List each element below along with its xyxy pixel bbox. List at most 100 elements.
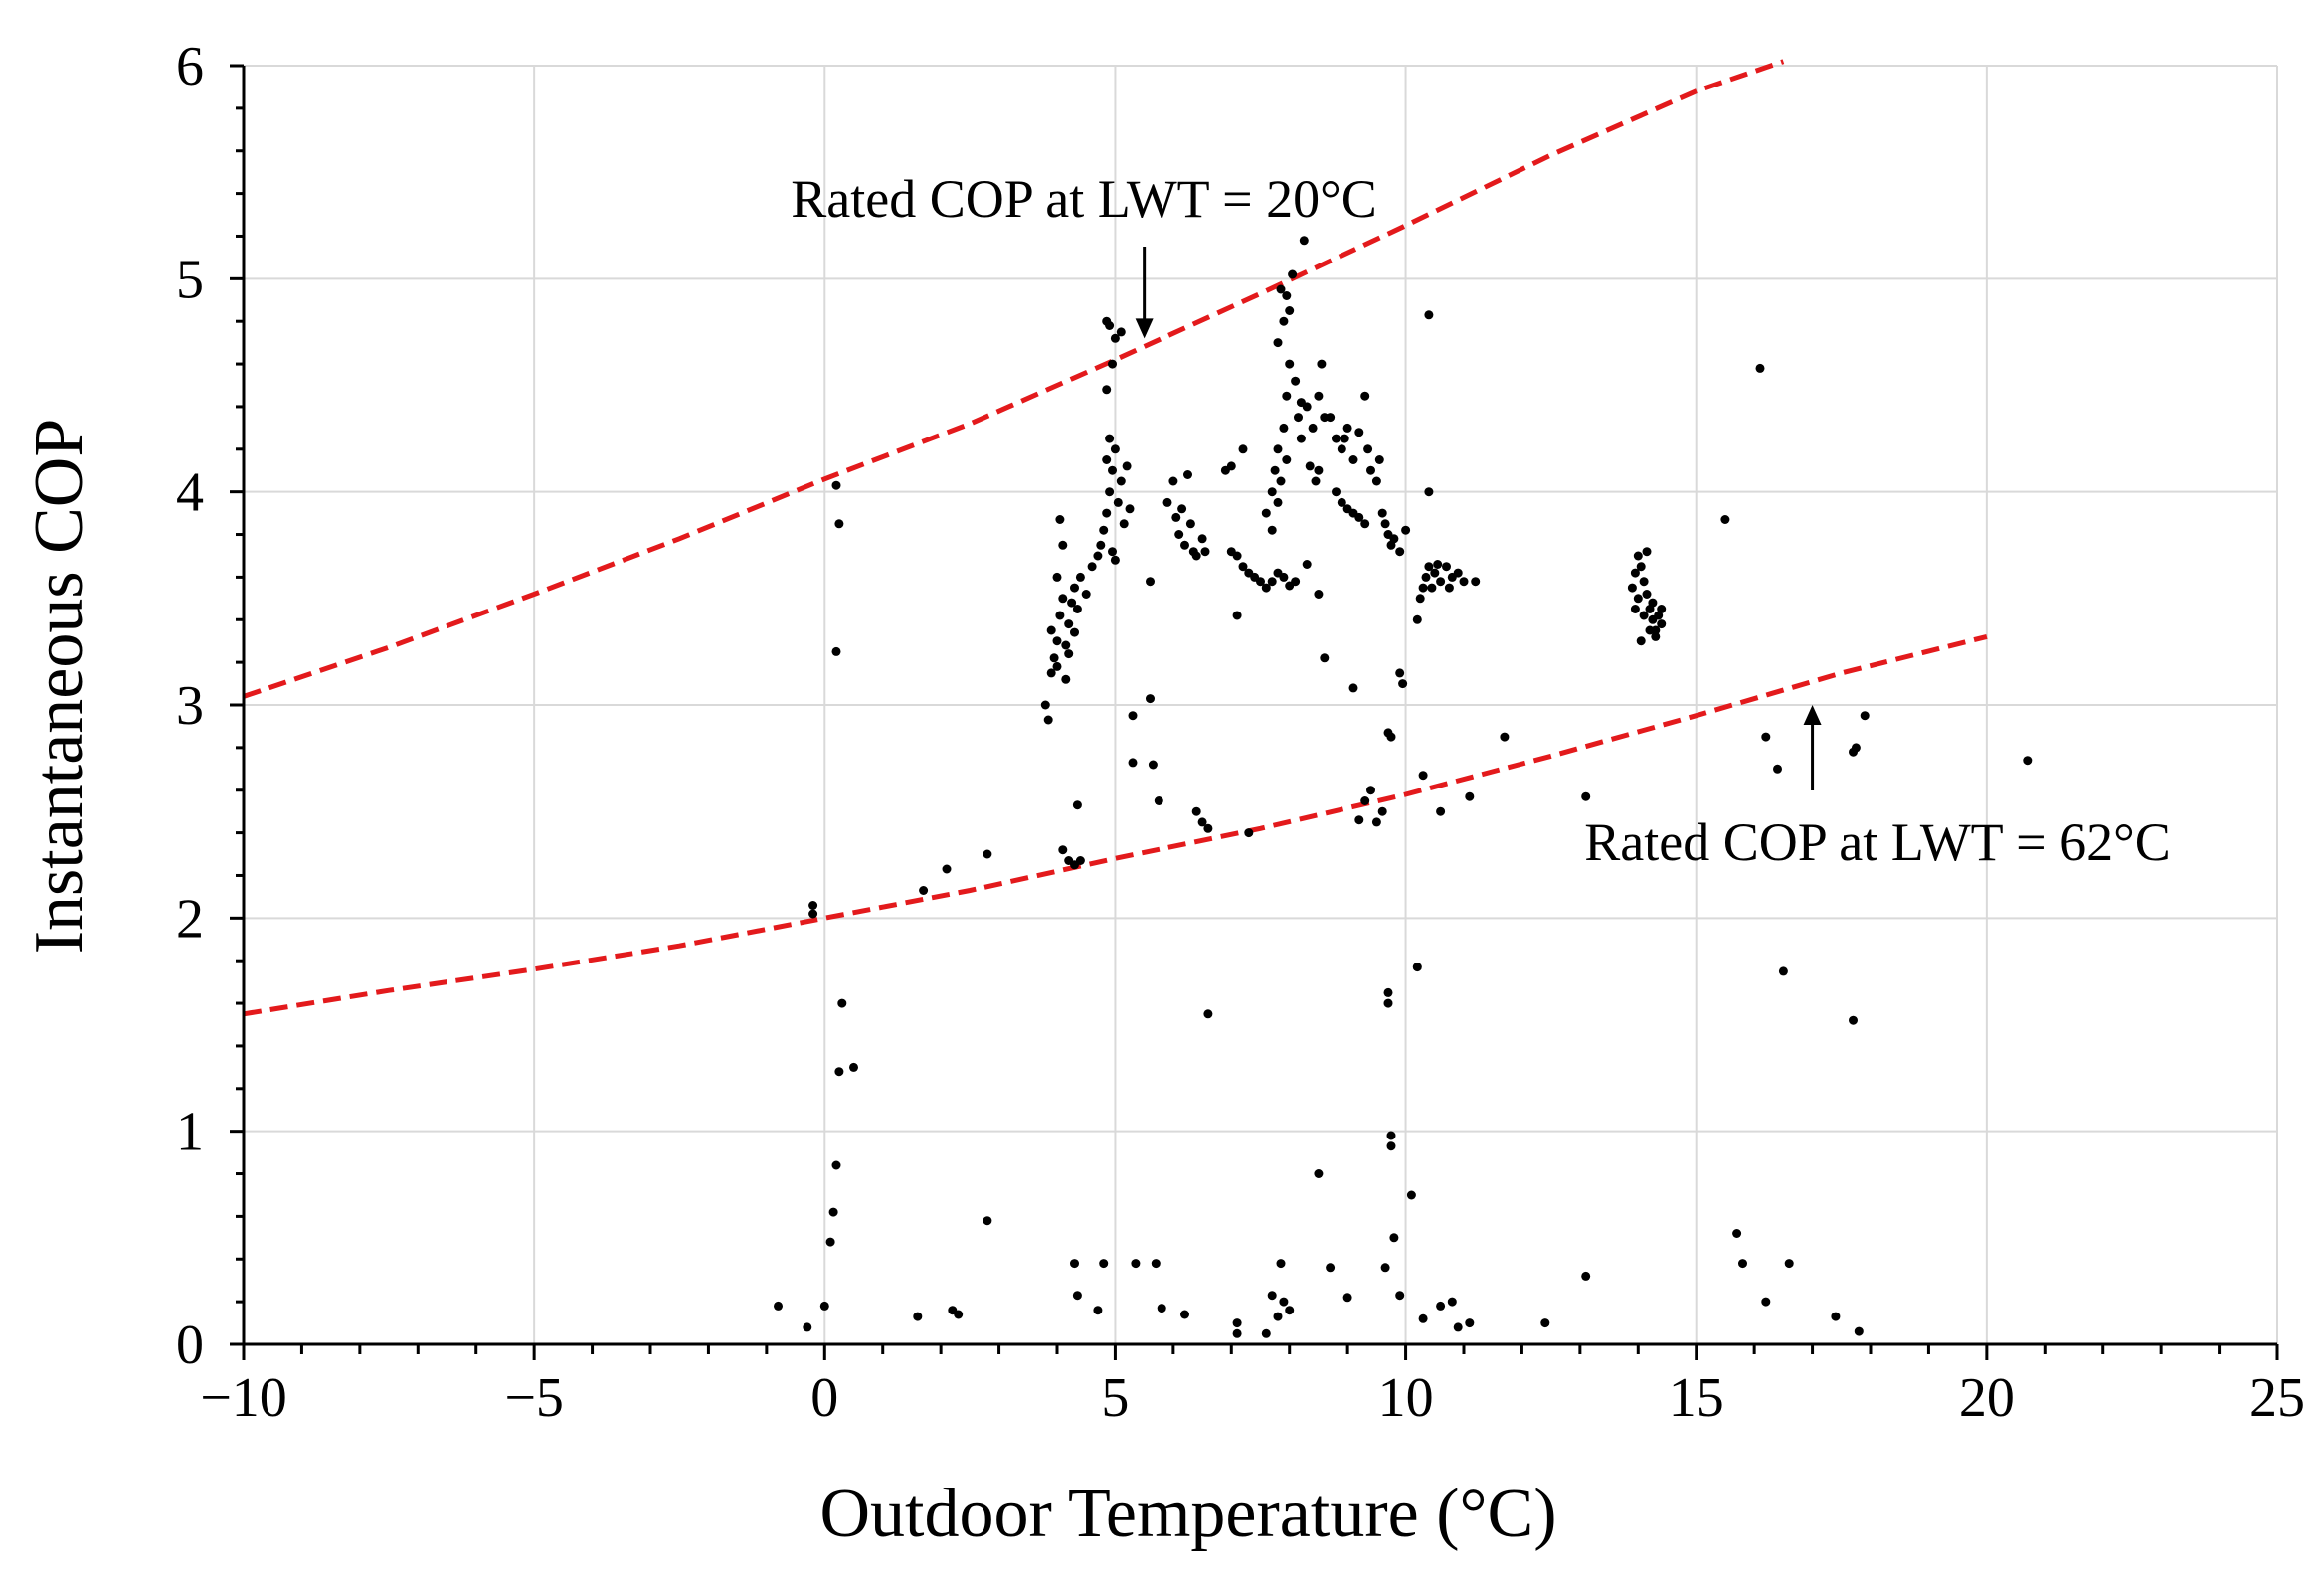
data-point xyxy=(1110,555,1120,565)
data-point xyxy=(1354,428,1364,438)
data-point xyxy=(1436,806,1446,816)
data-point xyxy=(1125,504,1135,514)
data-point xyxy=(1636,562,1646,572)
data-point xyxy=(1282,455,1292,464)
data-point xyxy=(2023,756,2033,766)
data-point xyxy=(808,909,818,919)
data-point xyxy=(1648,598,1658,608)
data-point xyxy=(1348,455,1358,464)
data-point xyxy=(1282,291,1292,300)
data-point xyxy=(1102,508,1112,518)
data-point xyxy=(1642,590,1652,599)
data-point xyxy=(1108,547,1117,557)
data-point xyxy=(1363,444,1373,454)
data-point xyxy=(1851,743,1861,753)
data-point xyxy=(1326,413,1336,423)
data-point xyxy=(1267,525,1277,535)
data-point xyxy=(1273,497,1283,507)
y-axis-title: Instantaneous COP xyxy=(21,419,97,955)
data-point xyxy=(1064,649,1074,659)
data-point xyxy=(1279,1297,1289,1307)
data-point xyxy=(1128,758,1138,768)
data-point xyxy=(1279,423,1289,433)
data-point xyxy=(1232,1318,1242,1328)
data-point xyxy=(1110,444,1120,454)
y-tick-label: 0 xyxy=(176,1314,204,1376)
data-point xyxy=(1354,512,1364,522)
data-point xyxy=(1773,764,1782,774)
data-point xyxy=(1244,828,1254,838)
data-point xyxy=(1226,461,1236,471)
data-point xyxy=(1540,1318,1550,1328)
data-point xyxy=(1581,1271,1591,1281)
data-point xyxy=(803,1322,812,1332)
data-point xyxy=(1261,583,1271,593)
data-point xyxy=(1371,817,1381,827)
data-point xyxy=(825,1237,835,1247)
data-point xyxy=(1238,562,1248,572)
data-point xyxy=(1040,700,1050,710)
data-point xyxy=(1418,1313,1428,1323)
data-point xyxy=(1389,534,1399,544)
data-point xyxy=(1105,434,1115,443)
data-point xyxy=(1232,611,1242,620)
data-point xyxy=(1203,823,1213,833)
data-point xyxy=(1093,1306,1103,1315)
data-point xyxy=(1072,605,1082,613)
data-point xyxy=(1183,470,1192,479)
data-point xyxy=(1203,1009,1213,1019)
data-point xyxy=(1317,359,1327,369)
data-point xyxy=(1058,540,1068,550)
annotation-lwt62-label: Rated COP at LWT = 62°C xyxy=(1584,812,2171,872)
data-point xyxy=(1395,547,1405,557)
data-point xyxy=(1415,594,1425,604)
data-point xyxy=(1146,577,1155,587)
data-point xyxy=(1360,391,1370,401)
data-point xyxy=(1366,465,1375,475)
data-point xyxy=(1651,631,1661,641)
data-point xyxy=(1395,668,1405,678)
axes: −10 −5 0 5 10 15 20 25 0 1 2 3 4 5 6 xyxy=(176,36,2305,1429)
data-point xyxy=(1191,806,1201,816)
data-point xyxy=(1778,966,1788,976)
rated-cop-curves xyxy=(243,59,1988,1017)
data-point xyxy=(1099,1259,1109,1269)
data-point xyxy=(1116,476,1126,486)
data-point xyxy=(1055,515,1065,524)
data-point xyxy=(1447,1297,1457,1307)
data-point xyxy=(1052,572,1062,582)
data-point xyxy=(1395,1291,1405,1301)
annotations: Rated COP at LWT = 20°C Rated COP at LWT … xyxy=(791,169,2171,872)
data-point xyxy=(1064,619,1074,629)
data-point xyxy=(1465,791,1475,801)
data-point xyxy=(1386,1131,1396,1140)
data-point xyxy=(1380,1263,1390,1273)
data-point xyxy=(1052,636,1062,646)
data-point xyxy=(1430,568,1440,578)
data-point xyxy=(1314,1169,1324,1178)
data-point xyxy=(831,1160,841,1170)
data-point xyxy=(1642,547,1652,557)
data-point xyxy=(1337,497,1346,507)
data-point xyxy=(1102,455,1112,464)
data-point xyxy=(1238,444,1248,454)
data-point xyxy=(1436,577,1446,587)
data-point xyxy=(1657,605,1667,613)
data-point xyxy=(1285,359,1295,369)
data-point xyxy=(1720,515,1730,524)
data-point xyxy=(1276,1259,1286,1269)
data-point xyxy=(1398,679,1408,689)
data-point xyxy=(1755,363,1765,373)
data-point xyxy=(1096,540,1106,550)
x-axis-title: Outdoor Temperature (°C) xyxy=(819,1476,1556,1552)
data-point xyxy=(1732,1229,1742,1238)
data-point xyxy=(1294,413,1303,423)
data-point xyxy=(1046,668,1056,678)
data-point xyxy=(1314,465,1324,475)
data-point xyxy=(1081,590,1091,599)
data-point xyxy=(1427,583,1437,593)
data-point xyxy=(1636,636,1646,646)
data-point xyxy=(1270,465,1280,475)
y-tick-label: 6 xyxy=(176,36,204,97)
